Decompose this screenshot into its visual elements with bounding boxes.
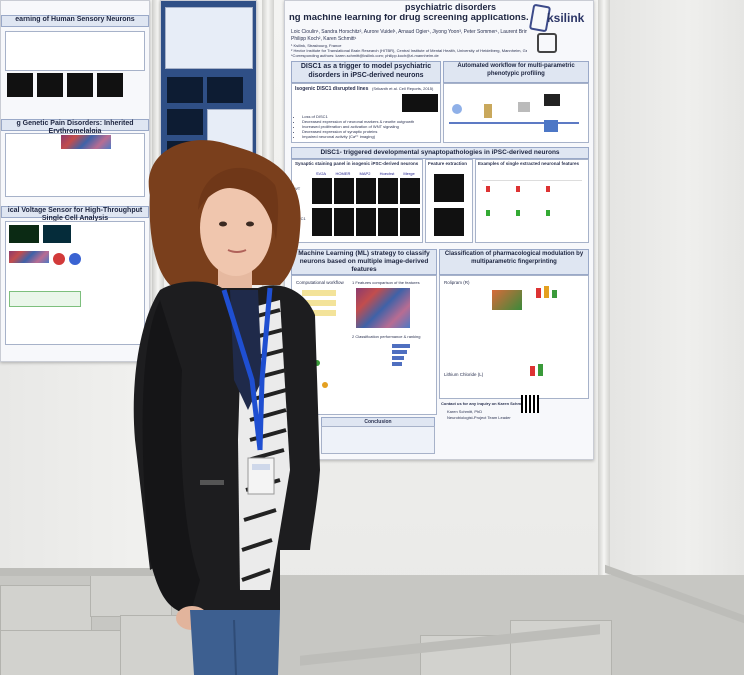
name-badge	[247, 457, 275, 495]
poster-affiliation-3: *Corresponding authors: karen.schmitt@ks…	[291, 53, 439, 58]
computational-workflow-label: Computational workflow	[296, 280, 344, 285]
staining-panel-title: Synaptic staining panel in isogenic iPSC…	[295, 161, 419, 166]
blue-lanyard	[221, 289, 263, 451]
section-pharmacological-classification: Classification of pharmacological modula…	[439, 249, 589, 275]
ml-panel-1-label: 1 Features comparison of the features	[352, 280, 420, 285]
tiled-floor	[0, 575, 744, 675]
contact-name: Karen Schmitt, PhD	[447, 409, 483, 414]
examples-features-title: Examples of single extracted neuronal fe…	[478, 161, 580, 166]
main-poster: psychiatric disorders ng machine learnin…	[284, 0, 594, 460]
left-poster-section-1: earning of Human Sensory Neurons	[1, 15, 149, 27]
compound-rolipram-label: Rolipram (R)	[444, 280, 470, 285]
left-poster: earning of Human Sensory Neurons g Genet…	[0, 0, 150, 362]
left-arm-sleeve	[142, 300, 200, 615]
section-synaptopathologies: DISC1- triggered developmental synaptopa…	[291, 147, 589, 159]
section-automated-workflow: Automated workflow for multi-parametric …	[443, 61, 589, 83]
ml-panel-2-label: 2 Classification performance & ranking	[352, 334, 421, 339]
ksilink-logo-text: ksilink	[547, 11, 585, 25]
left-poster-section-2: g Genetic Pain Disorders: Inherited Eryt…	[1, 119, 149, 135]
disc1-effects-list: Loss of DISC1 Decreased expression of ne…	[292, 114, 414, 139]
qr-code-icon	[521, 395, 539, 413]
right-eye	[246, 221, 254, 227]
poster-affiliation-2: ² Hector Institute for Translational Bra…	[291, 48, 527, 53]
section-disc1-trigger: DISC1 as a trigger to model psychiatric …	[291, 61, 441, 83]
poster-title-line-1: psychiatric disorders	[405, 2, 497, 12]
face	[200, 180, 272, 276]
panel-divider-right	[598, 0, 610, 675]
contact-role: Neurobiologist-Project Team Leader	[447, 415, 511, 420]
right-wall-panel	[605, 0, 744, 675]
ksilink-logo: ksilink	[528, 3, 589, 53]
left-eye	[219, 221, 227, 227]
left-poster-section-3: ical Voltage Sensor for High-Throughput …	[1, 206, 149, 222]
section-ml-strategy: Machine Learning (ML) strategy to classi…	[291, 249, 437, 275]
poster-title-line-2: ng machine learning for drug screening a…	[289, 14, 529, 22]
poster-authors-line-1: Loic Cioulin¹, Sandra Horschitz², Aurore…	[291, 29, 527, 35]
poster-authors-line-2: Philipp Koch², Karen Schmitt¹	[291, 36, 357, 42]
isogenic-lines-source: (Srikanth et al. Cell Reports, 2015)	[372, 86, 434, 91]
compound-lithium-label: Lithium Chloride (L)	[444, 372, 484, 377]
woman-standing-figure	[133, 140, 320, 675]
contact-inquiry: Contact us for any inquiry on Karen Schm…	[441, 401, 525, 406]
feature-extraction-label: Feature extraction	[428, 161, 468, 166]
poster-affiliation-1: ¹ Ksilink, Strasbourg, France	[291, 43, 342, 48]
isogenic-lines-label: Isogenic DISC1 disrupted lines	[295, 86, 369, 92]
baseboard-left	[0, 568, 170, 576]
mouth	[227, 249, 247, 253]
